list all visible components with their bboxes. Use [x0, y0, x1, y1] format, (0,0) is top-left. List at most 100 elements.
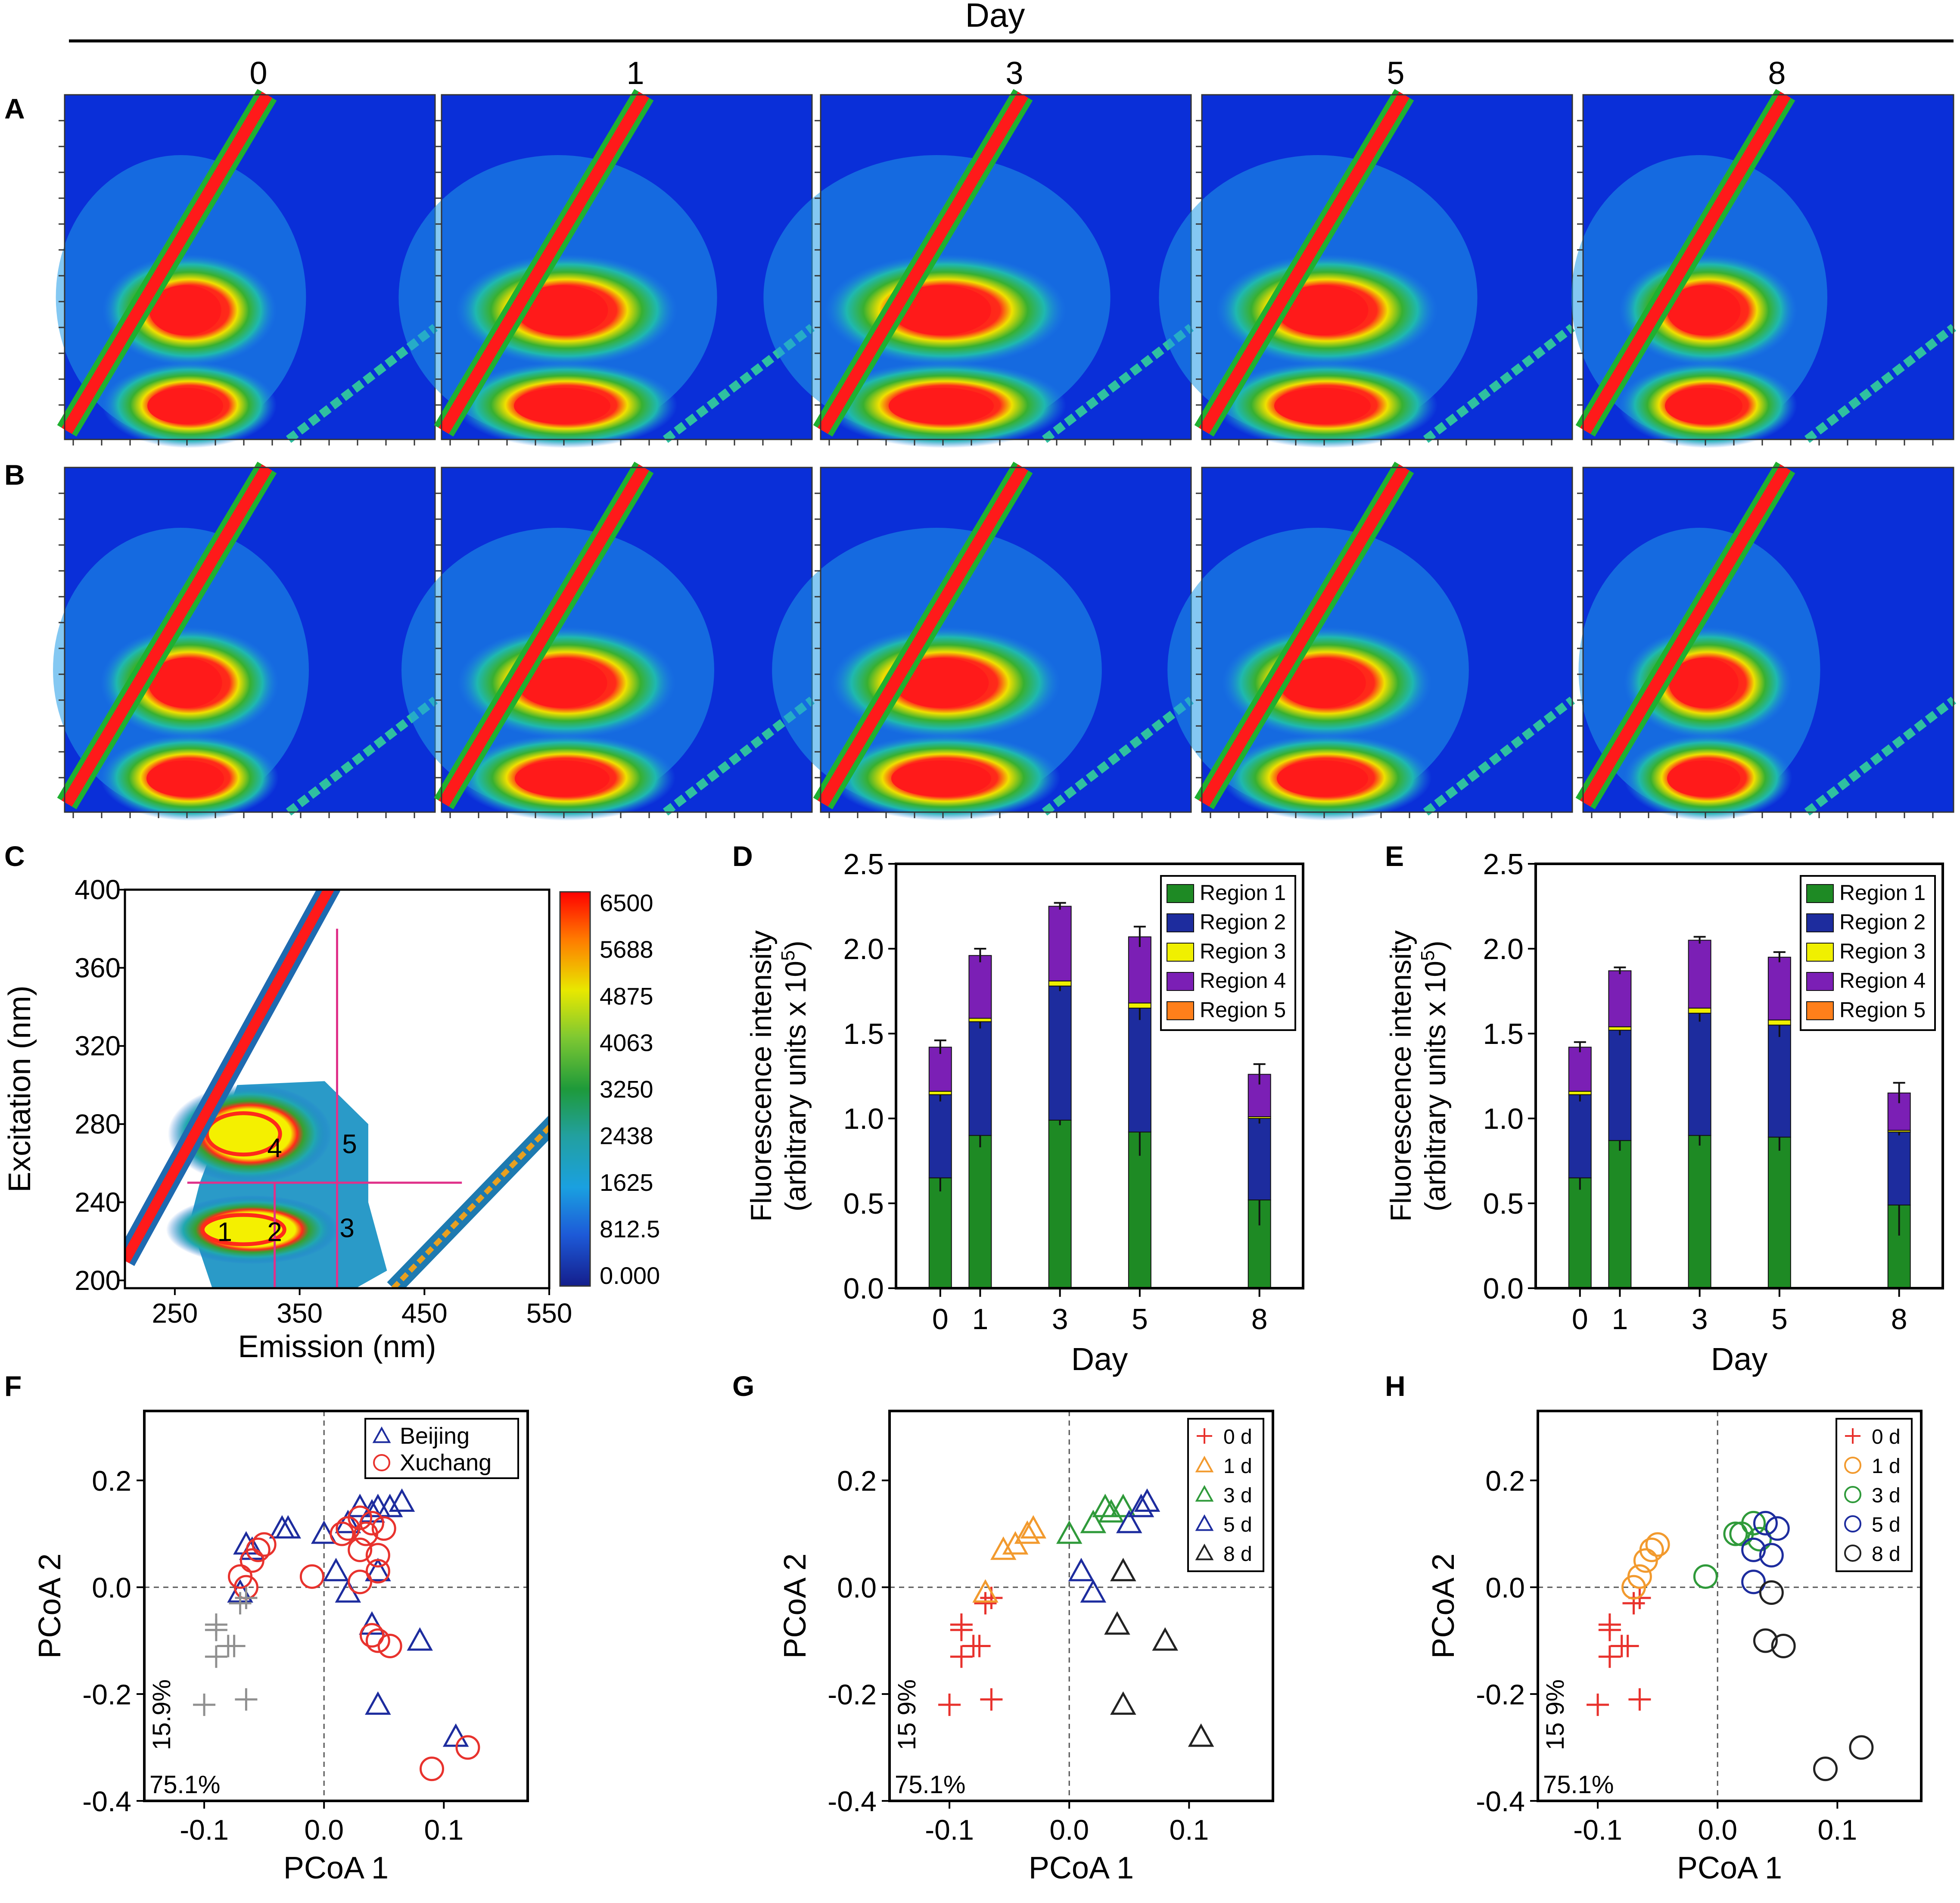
legend-marker-shape [1844, 1545, 1861, 1562]
y-tick-label: 1.5 [1483, 1018, 1524, 1050]
bar-segment [1767, 1019, 1791, 1026]
colorbar-label: 4063 [600, 1029, 653, 1056]
bar-segment [928, 1094, 952, 1178]
panel-e-label: E [1385, 840, 1404, 872]
bar-segment [1048, 980, 1072, 987]
panel-d-bar-chart: 0.0 0.5 1.0 1.5 2.0 2.5 0 1 3 5 8 Day Fluorescence i… [745, 848, 1304, 1377]
heatmap-peak-lower-core [200, 1213, 286, 1246]
bar-segment [1767, 1025, 1791, 1138]
y-tick-label: 2.0 [1483, 933, 1524, 966]
heatmap-layer [125, 890, 549, 1288]
scatter-point [347, 1494, 373, 1517]
bar-segment [968, 1135, 992, 1289]
rayleigh-scatter-line [1580, 464, 1791, 807]
day-column-label: 8 [1768, 55, 1786, 91]
eem-peak-lower-core [514, 388, 610, 424]
scatter-point [1056, 1520, 1083, 1544]
region-label: 5 [342, 1129, 357, 1159]
eem-peak-lower-core [1667, 760, 1740, 797]
x-tick-label: 5 [1771, 1303, 1788, 1336]
scatter-point [365, 1543, 390, 1568]
x-tick-label: 350 [277, 1298, 323, 1329]
scatter-point [420, 1757, 444, 1782]
legend-marker [1845, 1428, 1860, 1444]
x-tick-label: 550 [526, 1298, 572, 1329]
y-axis-title: Fluorescence intensity [1384, 930, 1417, 1222]
scatter-point [968, 1635, 991, 1657]
scatter-point [1753, 1511, 1778, 1535]
legend-marker-shape [1844, 1457, 1861, 1474]
eem-peak-lower-core [1277, 760, 1368, 797]
legend-marker-shape [1844, 1515, 1861, 1532]
eem-spectrum-b-day-1 [401, 461, 815, 821]
scatter-point [1587, 1693, 1609, 1716]
legend-label: Region 2 [1839, 910, 1926, 934]
legend-label: 1 d [1223, 1455, 1252, 1478]
legend-marker [1195, 1514, 1214, 1531]
eem-peak-lower-core [1665, 388, 1742, 424]
scatter-point [299, 1564, 324, 1589]
scatter-point [1621, 1575, 1646, 1600]
y-axis-subtitle: (arbitrary units x 105) [1417, 941, 1452, 1212]
variance-x-label: 75.1% [1543, 1771, 1614, 1799]
y-tick-label: 0.0 [92, 1572, 131, 1604]
y-tick-label: 400 [75, 874, 121, 905]
scatter-point [1068, 1557, 1095, 1582]
scatter-point [365, 1559, 390, 1584]
legend-swatch [1806, 1001, 1834, 1020]
scatter-point [980, 1688, 1003, 1711]
x-tick-label: -0.1 [180, 1814, 229, 1846]
legend-swatch [1806, 943, 1834, 962]
legend-marker-shape [372, 1426, 391, 1443]
rayleigh-scatter-line [1198, 464, 1410, 807]
plot-frame [888, 1410, 1274, 1802]
scatter-point [311, 1520, 337, 1544]
legend-label: Region 1 [1200, 881, 1286, 905]
eem-peak-upper-core [1667, 285, 1741, 335]
y-axis-title: PCoA 2 [778, 1553, 812, 1658]
eem-peak-upper-core [891, 285, 991, 335]
legend-label: Region 5 [1839, 998, 1926, 1022]
second-order-scatter [1042, 324, 1194, 443]
region-label: 1 [218, 1218, 232, 1247]
scatter-point [376, 1494, 403, 1517]
y-axis-subtitle-text: (arbitrary units x 10 [779, 961, 812, 1212]
scatter-point [1092, 1494, 1118, 1517]
second-order-scatter [1804, 324, 1957, 443]
bar-segment [1688, 1135, 1711, 1289]
scatter-point [407, 1627, 433, 1651]
scatter-point [348, 1570, 373, 1595]
eem-spectrum-a-day-3 [763, 89, 1194, 448]
variance-x-label: 75.1% [149, 1771, 220, 1799]
day-column-label: 0 [249, 55, 267, 91]
scatter-point [1110, 1494, 1136, 1517]
second-order-scatter [391, 1123, 549, 1288]
legend-marker-shape [1844, 1486, 1861, 1503]
y-tick-label: 1.0 [1483, 1103, 1524, 1135]
legend-swatch [1167, 1001, 1194, 1020]
y-tick-label: 0.0 [1485, 1572, 1525, 1604]
y-tick-label: -0.2 [82, 1679, 131, 1710]
legend-marker [1844, 1457, 1861, 1474]
second-order-scatter [1423, 697, 1575, 816]
bar-segment [1128, 1131, 1151, 1289]
scatter-point [229, 1592, 252, 1615]
eem-frame [1201, 94, 1573, 440]
bar-segment [928, 1177, 952, 1289]
scatter-point [938, 1693, 961, 1716]
scatter-point [240, 1548, 264, 1573]
scatter-point [235, 1688, 258, 1711]
x-axis-title: Day [1711, 1341, 1768, 1377]
legend-label: Region 4 [1200, 969, 1286, 993]
legend-marker [1195, 1455, 1214, 1473]
rayleigh-scatter-line [438, 91, 650, 434]
bar-segment [1128, 1007, 1151, 1133]
legend-marker [1844, 1545, 1861, 1562]
y-tick-label: 0.0 [1483, 1272, 1524, 1305]
legend-swatch [1167, 913, 1194, 932]
legend-swatch [1806, 972, 1834, 991]
scatter-point [348, 1505, 373, 1530]
day-column-label: 5 [1387, 55, 1404, 91]
eem-frame [1582, 467, 1954, 813]
x-axis-title: Emission (nm) [238, 1330, 436, 1364]
